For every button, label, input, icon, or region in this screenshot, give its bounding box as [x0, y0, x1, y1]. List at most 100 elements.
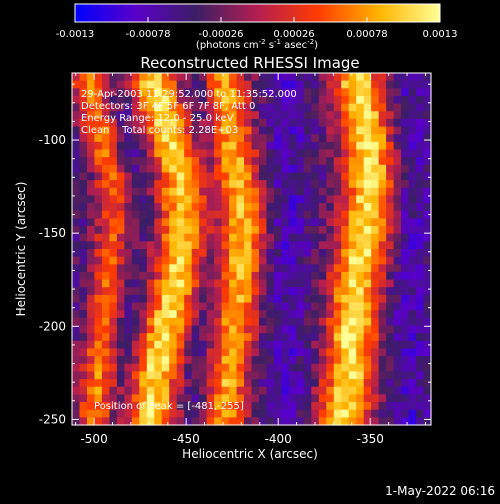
heatmap-cell [214, 348, 223, 357]
colorbar-tick-label: -0.00078 [126, 29, 171, 40]
heatmap-cell [206, 379, 215, 388]
heatmap-cell [318, 233, 327, 242]
heatmap-cell [371, 363, 380, 373]
heatmap-cell [273, 386, 283, 395]
heatmap-cell [303, 356, 312, 365]
heatmap-cell [251, 203, 260, 212]
heatmap-cell [146, 103, 155, 112]
heatmap-cell [348, 111, 357, 120]
heatmap-cell [206, 371, 215, 380]
heatmap-cell [124, 348, 133, 357]
heatmap-cell [341, 294, 350, 304]
heatmap-cell [139, 195, 148, 204]
heatmap-cell [416, 279, 425, 288]
heatmap-cell [221, 226, 230, 235]
heatmap-cell [386, 111, 395, 120]
heatmap-cell [303, 149, 312, 158]
heatmap-cell [191, 111, 200, 120]
heatmap-cell [273, 348, 283, 357]
heatmap-cell [244, 310, 253, 319]
heatmap-cell [244, 134, 253, 143]
heatmap-cell [206, 233, 215, 242]
heatmap-cell [348, 287, 357, 296]
heatmap-cell [416, 103, 425, 112]
heatmap-cell [169, 80, 178, 89]
heatmap-cell [311, 294, 320, 304]
heatmap-cell [72, 103, 81, 112]
heatmap-cell [161, 348, 170, 357]
heatmap-cell [326, 126, 335, 135]
heatmap-cell [161, 287, 170, 296]
heatmap-cell [244, 379, 253, 388]
heatmap-cell [326, 103, 335, 112]
heatmap-cell [101, 340, 110, 350]
heatmap-cell [296, 134, 305, 143]
heatmap-cell [94, 371, 103, 380]
heatmap-cell [401, 80, 410, 89]
heatmap-cell [326, 195, 335, 204]
heatmap-cell [401, 88, 410, 97]
heatmap-cell [266, 340, 275, 350]
heatmap-cell [303, 103, 312, 112]
heatmap-cell [244, 279, 253, 288]
heatmap-cell [94, 95, 103, 105]
heatmap-cell [266, 348, 275, 357]
heatmap-cell [206, 348, 215, 357]
heatmap-cell [191, 356, 200, 365]
heatmap-cell [131, 172, 140, 181]
heatmap-cell [423, 409, 432, 418]
heatmap-cell [101, 271, 110, 281]
heatmap-cell [184, 172, 193, 181]
heatmap-cell [371, 218, 380, 227]
heatmap-cell [303, 73, 312, 82]
heatmap-cell [363, 402, 372, 411]
heatmap-cell [378, 287, 387, 296]
heatmap-cell [116, 118, 125, 128]
heatmap-cell [423, 226, 432, 235]
heatmap-cell [281, 279, 290, 288]
heatmap-cell [109, 409, 118, 418]
x-tick-label: -500 [80, 432, 107, 446]
footer-timestamp: 1-May-2022 06:16 [385, 484, 495, 498]
heatmap-cell [318, 95, 327, 105]
heatmap-cell [311, 249, 320, 258]
heatmap-cell [154, 149, 163, 158]
heatmap-cell [288, 409, 297, 418]
heatmap-cell [333, 172, 342, 181]
heatmap-cell [416, 371, 425, 380]
heatmap-cell [363, 333, 372, 342]
heatmap-cell [154, 294, 163, 304]
heatmap-cell [109, 310, 118, 319]
heatmap-cell [176, 287, 185, 296]
heatmap-cell [214, 218, 223, 227]
heatmap-cell [288, 164, 297, 174]
heatmap-cell [244, 195, 253, 204]
heatmap-cell [146, 118, 155, 128]
heatmap-cell [101, 80, 110, 89]
heatmap-cell [348, 363, 357, 373]
heatmap-cell [258, 241, 268, 250]
heatmap-cell [363, 203, 372, 212]
heatmap-cell [416, 141, 425, 151]
heatmap-cell [176, 394, 185, 403]
heatmap-cell [423, 111, 432, 120]
heatmap-cell [348, 164, 357, 174]
heatmap-cell [139, 394, 148, 403]
heatmap-cell [154, 164, 163, 174]
heatmap-cell [176, 73, 185, 82]
heatmap-cell [154, 402, 163, 411]
heatmap-cell [206, 302, 215, 311]
heatmap-cell [244, 333, 253, 342]
heatmap-cell [408, 379, 417, 388]
heatmap-cell [326, 287, 335, 296]
heatmap-cell [348, 379, 357, 388]
heatmap-cell [266, 164, 275, 174]
heatmap-cell [214, 80, 223, 89]
heatmap-cell [161, 118, 170, 128]
heatmap-cell [94, 249, 103, 258]
heatmap-cell [348, 271, 357, 281]
heatmap-cell [363, 340, 372, 350]
heatmap-cell [244, 356, 253, 365]
heatmap-cell [363, 180, 372, 189]
heatmap-cell [169, 149, 178, 158]
